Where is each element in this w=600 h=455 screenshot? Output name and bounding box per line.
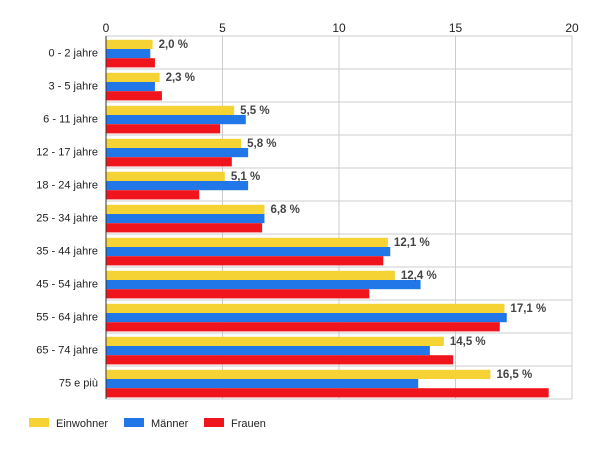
data-label: 16,5 % (496, 369, 532, 381)
bar-einwohner[interactable] (106, 204, 265, 214)
data-label: 14,5 % (450, 336, 486, 348)
y-category-label: 0 - 2 jahre (48, 48, 98, 60)
legend-label-einwohner[interactable]: Einwohner (56, 418, 108, 430)
data-label: 12,4 % (401, 270, 437, 282)
data-label: 5,1 % (231, 171, 260, 183)
y-category-label: 18 - 24 jahre (36, 180, 98, 192)
bar-m-nner[interactable] (106, 148, 249, 158)
bar-frauen[interactable] (106, 91, 162, 101)
legend-swatch-m-nner[interactable] (124, 418, 144, 427)
bar-frauen[interactable] (106, 289, 370, 299)
bar-frauen[interactable] (106, 190, 200, 200)
bar-frauen[interactable] (106, 124, 221, 134)
legend-swatch-einwohner[interactable] (29, 418, 49, 427)
bar-frauen[interactable] (106, 256, 384, 266)
y-category-label: 3 - 5 jahre (48, 81, 98, 93)
bar-m-nner[interactable] (106, 379, 419, 389)
x-tick-label: 0 (103, 21, 110, 35)
data-label: 12,1 % (394, 237, 430, 249)
data-label: 17,1 % (510, 303, 546, 315)
bar-frauen[interactable] (106, 223, 263, 233)
x-tick-label: 5 (219, 21, 226, 35)
data-label: 5,8 % (247, 138, 276, 150)
bar-m-nner[interactable] (106, 115, 246, 125)
bar-einwohner[interactable] (106, 171, 225, 181)
bar-m-nner[interactable] (106, 82, 155, 92)
legend-label-frauen[interactable]: Frauen (231, 418, 266, 430)
bar-frauen[interactable] (106, 157, 232, 167)
x-tick-label: 15 (449, 21, 463, 35)
bar-m-nner[interactable] (106, 247, 391, 257)
y-category-label: 25 - 34 jahre (36, 213, 98, 225)
bar-m-nner[interactable] (106, 280, 421, 290)
bar-einwohner[interactable] (106, 369, 491, 379)
bar-m-nner[interactable] (106, 313, 507, 323)
y-category-label: 12 - 17 jahre (36, 147, 98, 159)
bar-einwohner[interactable] (106, 72, 160, 82)
bar-frauen[interactable] (106, 322, 500, 332)
y-category-label: 35 - 44 jahre (36, 246, 98, 258)
bar-einwohner[interactable] (106, 138, 242, 148)
bar-einwohner[interactable] (106, 237, 388, 247)
legend-swatch-frauen[interactable] (204, 418, 224, 427)
y-category-label: 6 - 11 jahre (43, 114, 98, 126)
bar-m-nner[interactable] (106, 181, 249, 191)
x-tick-label: 20 (565, 21, 579, 35)
data-label: 6,8 % (270, 204, 299, 216)
legend-label-m-nner[interactable]: Männer (151, 418, 189, 430)
bar-einwohner[interactable] (106, 336, 444, 346)
bar-m-nner[interactable] (106, 214, 265, 224)
y-category-label: 55 - 64 jahre (36, 312, 98, 324)
bar-frauen[interactable] (106, 355, 454, 365)
bar-m-nner[interactable] (106, 346, 430, 356)
x-tick-label: 10 (332, 21, 346, 35)
data-label: 5,5 % (240, 105, 269, 117)
y-category-label: 75 e più (59, 378, 98, 390)
y-category-label: 45 - 54 jahre (36, 279, 98, 291)
bar-m-nner[interactable] (106, 49, 151, 59)
bar-einwohner[interactable] (106, 105, 235, 115)
bar-frauen[interactable] (106, 388, 549, 398)
bar-einwohner[interactable] (106, 303, 505, 313)
bar-frauen[interactable] (106, 58, 155, 68)
bar-einwohner[interactable] (106, 39, 153, 49)
data-label: 2,0 % (159, 39, 188, 51)
bar-einwohner[interactable] (106, 270, 395, 280)
data-label: 2,3 % (166, 72, 195, 84)
y-category-label: 65 - 74 jahre (36, 345, 98, 357)
